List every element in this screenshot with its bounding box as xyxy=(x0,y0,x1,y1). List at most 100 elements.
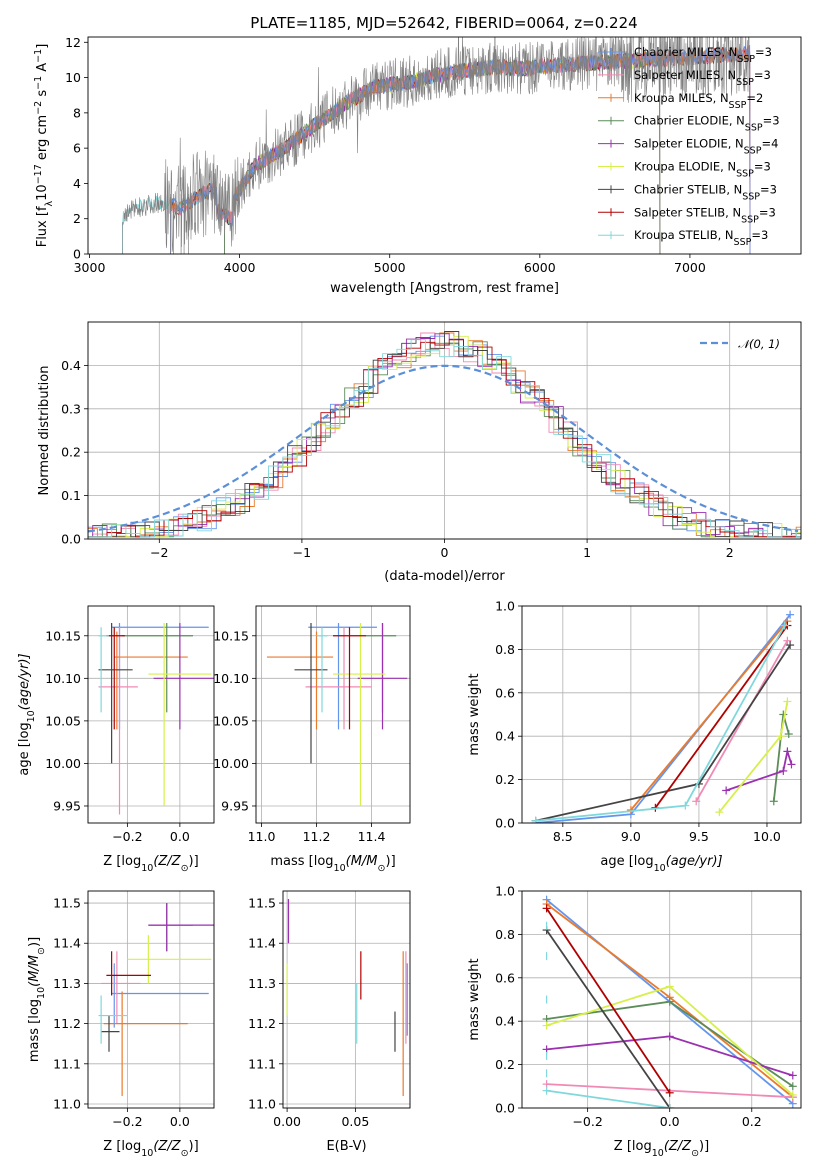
mass_vs_ebv-ytick-label-3: 11.3 xyxy=(248,976,276,991)
x-axis-label: E(B-V) xyxy=(326,1139,366,1154)
residuals-ytick-label-3: 0.3 xyxy=(61,401,81,416)
legend-label-chabrier_stelib: Chabrier STELIB, NSSP=3 xyxy=(634,182,777,202)
massweight_vs_Z-ytick-label-0: 0.0 xyxy=(495,1101,515,1116)
legend-label-chabrier_miles: Chabrier MILES, NSSP=3 xyxy=(634,45,772,65)
y-axis-label: mass [log10(M/M⊙)] xyxy=(27,937,47,1062)
massweight-line-kroupa_miles xyxy=(630,620,789,811)
age_vs_Z-frame xyxy=(87,605,215,824)
mass_vs_Z-ytick-label-4: 11.4 xyxy=(53,936,81,951)
mass_vs_ebv-ytick-label-0: 11.0 xyxy=(248,1096,276,1111)
massweight_vs_age-xtick-label-2: 9.5 xyxy=(689,829,709,844)
age_vs_Z-ytick-label-0: 9.95 xyxy=(53,798,81,813)
age_vs_mass-xtick-label-2: 11.4 xyxy=(358,829,386,844)
residuals-ytick-label-2: 0.2 xyxy=(61,445,81,460)
figure-title: PLATE=1185, MJD=52642, FIBERID=0064, z=0… xyxy=(250,14,637,32)
spectrum-plot-area xyxy=(122,37,751,254)
age_vs_mass-ytick-label-4: 10.15 xyxy=(213,628,249,643)
massweight_vs_age-ytick-label-0: 0.0 xyxy=(495,816,515,831)
mass_vs_Z-xtick-label-1: 0.0 xyxy=(170,1114,190,1129)
spectrum-frame xyxy=(87,36,802,255)
normal-curve xyxy=(88,364,799,533)
mass_vs_ebv-ytick-label-2: 11.2 xyxy=(248,1016,276,1031)
histogram-salpeter_miles xyxy=(88,332,801,538)
spectrum-ytick-label-6: 12 xyxy=(65,35,81,50)
massweight_vs_Z-ytick-label-1: 0.2 xyxy=(495,1057,515,1072)
age_vs_Z-ytick-label-2: 10.05 xyxy=(45,713,81,728)
massweight_vs_age-ytick-label-1: 0.2 xyxy=(495,772,515,787)
age_vs_Z-ytick-label-3: 10.10 xyxy=(45,671,81,686)
age_vs_Z-plot-area xyxy=(98,623,214,815)
legend-label-kroupa_stelib: Kroupa STELIB, NSSP=3 xyxy=(634,228,768,248)
spectrum-xtick-label-0: 3000 xyxy=(74,260,106,275)
mass_vs_ebv-ytick-label-5: 11.5 xyxy=(248,896,276,911)
age_vs_Z-panel: −0.2 0.0 9.95 10.00 10.05 10.10 10.15 Z [log10(… xyxy=(17,605,215,874)
massweight_vs_age-ytick-label-2: 0.4 xyxy=(495,729,515,744)
histogram-kroupa_miles xyxy=(88,332,801,538)
spectrum-legend: Chabrier MILES, NSSP=3 Salpeter MILES, NS… xyxy=(598,45,780,248)
age_vs_mass-xtick-label-1: 11.2 xyxy=(303,829,331,844)
massweight_vs_Z-xtick-label-0: −0.2 xyxy=(572,1114,602,1129)
residuals-xtick-label-3: 1 xyxy=(583,545,591,560)
spectrum-xtick-label-2: 5000 xyxy=(374,260,406,275)
mass_vs_ebv-ytick-label-1: 11.1 xyxy=(248,1056,276,1071)
mass_vs_Z-ytick-label-2: 11.2 xyxy=(53,1016,81,1031)
residuals-panel: −2 −1 0 1 2 0.0 0.1 0.2 0.3 0.4 𝒩(0, 1) (data-model… xyxy=(37,321,802,584)
normal-legend-label: 𝒩(0, 1) xyxy=(738,337,780,351)
massweight_vs_Z-ytick-label-4: 0.8 xyxy=(495,927,515,942)
massweight_vs_age-ytick-label-4: 0.8 xyxy=(495,642,515,657)
massweight_vs_Z-frame xyxy=(521,890,802,1109)
massweight-line-salpeter_elodie xyxy=(725,747,793,792)
y-axis-label: Flux [fλ10−17 erg cm−2 s−1 A−1] xyxy=(33,44,55,248)
spectrum-ytick-label-2: 4 xyxy=(73,176,81,191)
age_vs_Z-xtick-label-1: 0.0 xyxy=(170,829,190,844)
massweight_vs_Z-xtick-label-2: 0.2 xyxy=(742,1114,762,1129)
spectrum-xtick-label-3: 6000 xyxy=(524,260,556,275)
massweight_vs_age-plot-area xyxy=(531,610,796,823)
massweight-line-kroupa_stelib xyxy=(535,625,786,822)
legend-label-kroupa_elodie: Kroupa ELODIE, NSSP=3 xyxy=(634,160,771,180)
mass_vs_ebv-panel: 0.00 0.05 11.0 11.1 11.2 11.3 11.4 11.5 E(B-V) xyxy=(248,890,411,1154)
residuals-plot-area xyxy=(88,331,801,538)
spectrum-ytick-label-3: 6 xyxy=(73,141,81,156)
spectrum-xtick-label-4: 7000 xyxy=(674,260,706,275)
histogram-salpeter_elodie xyxy=(88,333,801,538)
y-axis-label: age [log10(age/yr)] xyxy=(17,653,37,775)
spectrum-xtick-label-1: 4000 xyxy=(224,260,256,275)
observed-spectrum xyxy=(122,37,751,254)
massweight_vs_age-ytick-label-5: 1.0 xyxy=(495,599,515,614)
y-axis-label: mass weight xyxy=(467,958,482,1040)
mass_vs_ebv-xtick-label-1: 0.05 xyxy=(341,1114,369,1129)
residuals-xtick-label-0: −2 xyxy=(150,545,168,560)
histogram-kroupa_elodie xyxy=(88,335,801,538)
legend-label-salpeter_stelib: Salpeter STELIB, NSSP=3 xyxy=(634,205,776,225)
spectrum-ytick-label-0: 0 xyxy=(73,247,81,262)
age_vs_mass-plot-area xyxy=(267,623,408,806)
x-axis-label: Z [log10(Z/Z⊙)] xyxy=(103,854,198,874)
massweight_vs_age-frame xyxy=(521,605,802,824)
massweight_vs_age-xtick-label-1: 9.0 xyxy=(621,829,641,844)
mass_vs_Z-panel: −0.2 0.0 11.0 11.1 11.2 11.3 11.4 11.5 Z [log10(… xyxy=(27,890,215,1159)
residuals-ytick-label-4: 0.4 xyxy=(61,358,81,373)
spectrum-panel: 3000 4000 5000 6000 7000 0 2 4 6 8 10 12 Chabrier MI… xyxy=(33,35,802,296)
massweight_vs_Z-ytick-label-2: 0.4 xyxy=(495,1014,515,1029)
y-axis-label: mass weight xyxy=(467,673,482,755)
mass_vs_ebv-frame xyxy=(282,890,411,1109)
massweight_vs_Z-plot-area xyxy=(542,895,797,1108)
massweight-line-salpeter_stelib xyxy=(654,624,789,809)
age_vs_Z-xtick-label-0: −0.2 xyxy=(112,829,142,844)
legend-label-salpeter_miles: Salpeter MILES, NSSP=3 xyxy=(634,68,771,88)
massweight_vs_age-panel: 8.5 9.0 9.5 10.0 0.0 0.2 0.4 0.6 0.8 1.0 age [log1… xyxy=(467,599,802,874)
spectrum-ytick-label-4: 8 xyxy=(73,105,81,120)
mass_vs_Z-ytick-label-3: 11.3 xyxy=(53,976,81,991)
spectrum-ytick-label-5: 10 xyxy=(65,70,81,85)
massweight-line-salpeter_stelib xyxy=(545,907,671,1094)
histogram-salpeter_stelib xyxy=(88,339,801,538)
mass_vs_Z-ytick-label-1: 11.1 xyxy=(53,1056,81,1071)
massweight_vs_age-ytick-label-3: 0.6 xyxy=(495,685,515,700)
residuals-xtick-label-4: 2 xyxy=(726,545,734,560)
massweight-line-salpeter_miles xyxy=(695,640,789,802)
x-axis-label: wavelength [Angstrom, rest frame] xyxy=(330,281,559,296)
spectrum-ytick-label-1: 2 xyxy=(73,211,81,226)
